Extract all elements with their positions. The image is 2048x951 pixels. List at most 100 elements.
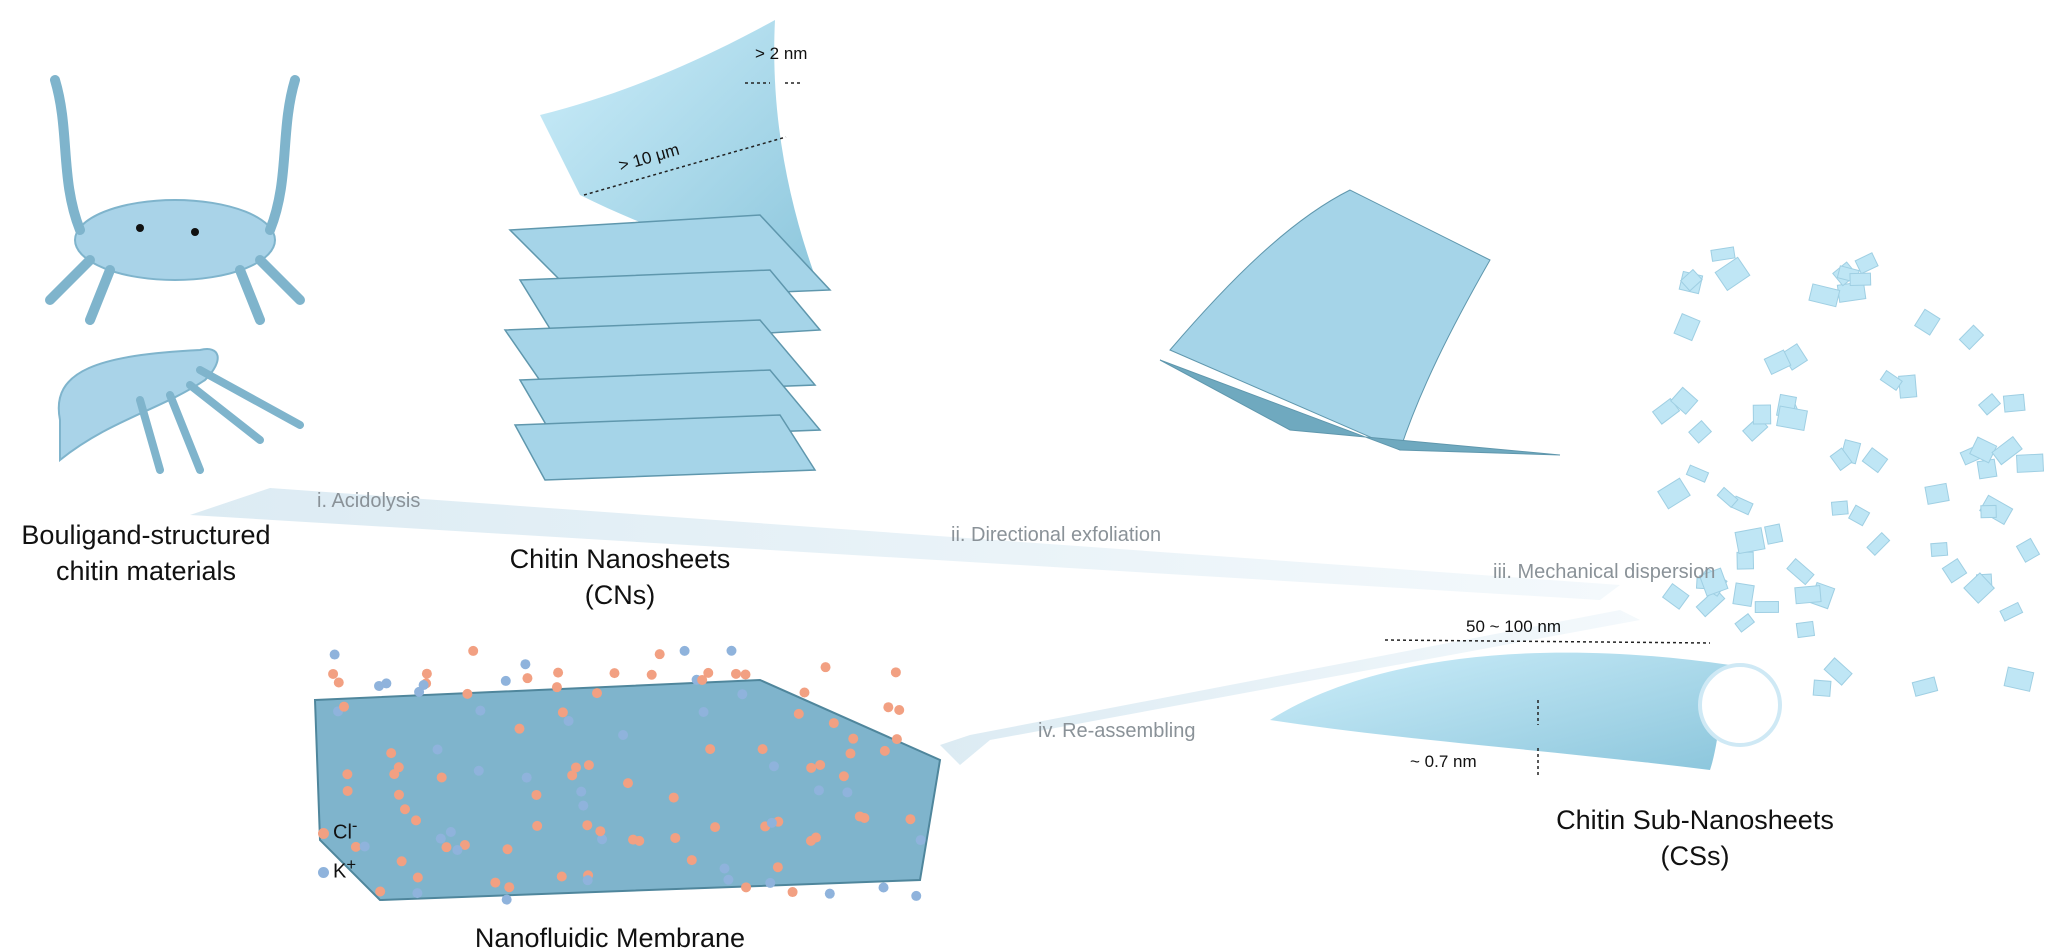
cl-ion	[891, 734, 902, 745]
cl-ion	[567, 770, 578, 781]
flake	[1861, 447, 1889, 474]
cl-ion	[634, 835, 645, 846]
cs-sheet	[1270, 652, 1730, 770]
cl-ion	[441, 842, 452, 853]
flake	[1661, 583, 1690, 610]
flake	[1958, 324, 1985, 351]
css-label: Chitin Sub-Nanosheets (CSs)	[1556, 805, 1834, 871]
flake	[2015, 537, 2041, 563]
cl-ion	[531, 789, 542, 800]
flake	[1823, 657, 1853, 686]
cl-ion	[793, 708, 804, 719]
process-arrow-band	[190, 488, 1620, 600]
cl-ion	[350, 841, 361, 852]
flake	[1854, 252, 1879, 275]
cl-ion	[411, 815, 422, 826]
cl-ion	[412, 872, 423, 883]
cl-ion	[710, 822, 721, 833]
k-ion	[597, 834, 608, 845]
cl-ion	[703, 667, 714, 678]
dispersed-flakes	[1651, 246, 2045, 697]
flake	[1879, 369, 1903, 392]
cl-ion	[879, 745, 890, 756]
flake	[1673, 313, 1701, 342]
step-dispersion: iii. Mechanical dispersion	[1493, 561, 1716, 583]
flake	[1829, 447, 1853, 472]
cl-ion	[436, 772, 447, 783]
k-ion	[445, 827, 456, 838]
crayfish-illustration	[57, 348, 304, 474]
k-ion	[412, 888, 423, 899]
flake	[1685, 464, 1710, 483]
cl-ion-icon	[318, 827, 329, 839]
flake	[1830, 500, 1849, 516]
cl-ion	[462, 688, 473, 699]
flake	[1849, 272, 1872, 287]
cl-ion	[556, 871, 567, 882]
k-ion	[435, 833, 446, 844]
k-ion	[842, 787, 853, 798]
cl-ion	[421, 668, 432, 679]
flake	[1734, 613, 1756, 633]
flake	[1714, 256, 1751, 292]
crab-illustration	[45, 75, 305, 325]
k-ion	[911, 890, 922, 901]
flake	[1930, 541, 1949, 557]
cl-ion	[838, 771, 849, 782]
cl-ion	[375, 886, 386, 897]
cl-ion	[393, 789, 404, 800]
cl-ion	[342, 769, 353, 780]
cl-ion	[553, 667, 564, 678]
flake	[1764, 523, 1784, 545]
k-ion	[768, 761, 779, 772]
cl-ion	[820, 662, 831, 673]
source-label: Bouligand-structured chitin materials	[21, 520, 271, 586]
legend-cl: Cl-	[318, 816, 357, 845]
k-ion	[719, 863, 730, 874]
k-ion	[576, 786, 587, 797]
flake	[1812, 679, 1832, 697]
thickness-cs-label: ~ 0.7 nm	[1410, 752, 1477, 771]
k-ion-icon	[318, 866, 329, 878]
flake	[1913, 308, 1941, 336]
cl-ion	[740, 669, 751, 680]
k-ion	[329, 649, 340, 660]
flake	[2002, 393, 2026, 413]
cl-ion	[697, 674, 708, 685]
cl-ion	[883, 702, 894, 713]
k-ion	[915, 835, 926, 846]
k-ion	[520, 659, 531, 670]
cns-label: Chitin Nanosheets (CNs)	[509, 544, 731, 610]
cl-ion	[799, 687, 810, 698]
flake	[1794, 585, 1822, 605]
flake	[1980, 504, 1997, 519]
cl-ion	[686, 855, 697, 866]
k-ion	[878, 882, 889, 893]
flake	[1963, 572, 1995, 604]
flake	[1991, 435, 2023, 466]
k-ion	[563, 715, 574, 726]
cl-ion	[592, 688, 603, 699]
cl-ion	[459, 840, 470, 851]
k-ion	[418, 680, 429, 691]
k-ion	[824, 888, 835, 899]
length-cs-label: 50 ~ 100 nm	[1466, 617, 1561, 636]
cl-ion	[468, 645, 479, 656]
cl-ion	[787, 887, 798, 898]
cl-ion	[731, 668, 742, 679]
flake	[2015, 453, 2045, 473]
cl-ion	[815, 760, 826, 771]
cl-ion	[805, 835, 816, 846]
k-ion	[766, 817, 777, 828]
cl-ion	[894, 705, 905, 716]
cl-ion	[532, 820, 543, 831]
flake	[1969, 436, 1998, 464]
k-ion	[813, 785, 824, 796]
flake	[1911, 676, 1939, 697]
cl-ion	[504, 882, 515, 893]
cl-ion	[772, 862, 783, 873]
flake	[1734, 527, 1766, 555]
k-ion	[726, 645, 737, 656]
cl-ion	[890, 667, 901, 678]
flake	[1977, 392, 2002, 416]
